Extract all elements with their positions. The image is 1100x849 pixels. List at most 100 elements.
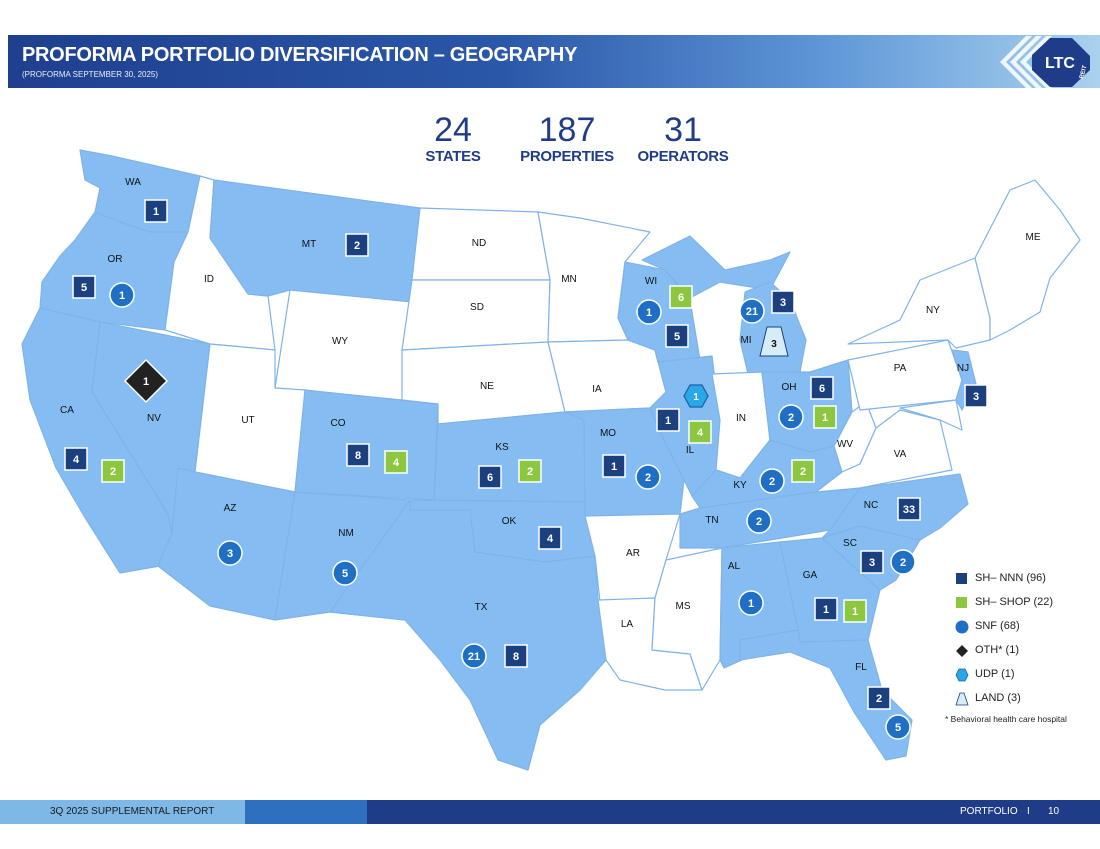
state-label-nd: ND bbox=[472, 238, 486, 249]
marker-count: 2 bbox=[800, 466, 806, 478]
marker-wi-nnn: 5 bbox=[665, 324, 689, 348]
marker-oh-nnn: 6 bbox=[810, 376, 834, 400]
marker-il-shop: 4 bbox=[688, 420, 712, 444]
marker-or-snf: 1 bbox=[109, 282, 135, 308]
legend-shop-label: SH– SHOP (22) bbox=[975, 596, 1054, 608]
marker-mi-land: 3 bbox=[759, 326, 789, 357]
state-label-ks: KS bbox=[495, 442, 509, 453]
marker-al-snf: 1 bbox=[738, 590, 764, 616]
state-nc bbox=[821, 473, 969, 541]
state-label-wi: WI bbox=[645, 276, 657, 287]
marker-count: 1 bbox=[823, 604, 829, 616]
marker-count: 8 bbox=[513, 651, 519, 663]
marker-co-shop: 4 bbox=[384, 450, 408, 474]
marker-il-nnn: 1 bbox=[656, 408, 680, 432]
state-label-oh: OH bbox=[782, 382, 797, 393]
marker-az-snf: 3 bbox=[217, 540, 243, 566]
marker-count: 1 bbox=[143, 376, 149, 388]
marker-count: 2 bbox=[645, 472, 651, 484]
marker-count: 2 bbox=[110, 466, 116, 478]
state-ia bbox=[547, 339, 667, 413]
footer-section: PORTFOLIO bbox=[960, 806, 1018, 817]
marker-count: 6 bbox=[487, 472, 493, 484]
marker-count: 3 bbox=[869, 557, 875, 569]
stat-operators-value: 31 bbox=[664, 111, 702, 149]
state-label-mt: MT bbox=[302, 239, 316, 250]
state-label-me: ME bbox=[1026, 232, 1041, 243]
legend-land-label: LAND (3) bbox=[975, 692, 1021, 704]
logo-text: LTC bbox=[1045, 55, 1075, 72]
state-label-il: IL bbox=[686, 445, 695, 456]
marker-ks-shop: 2 bbox=[518, 459, 542, 483]
state-label-ia: IA bbox=[592, 384, 602, 395]
state-label-tn: TN bbox=[705, 515, 718, 526]
marker-nv-oth: 1 bbox=[123, 358, 169, 404]
legend-nnn-label: SH– NNN (96) bbox=[975, 572, 1046, 584]
marker-fl-nnn: 2 bbox=[867, 686, 891, 710]
marker-count: 2 bbox=[876, 693, 882, 705]
marker-count: 5 bbox=[81, 282, 87, 294]
marker-count: 1 bbox=[646, 307, 652, 319]
marker-wa-nnn: 1 bbox=[144, 199, 168, 223]
state-label-nc: NC bbox=[864, 500, 878, 511]
legend-nnn-swatch bbox=[956, 573, 967, 584]
state-label-nj: NJ bbox=[957, 363, 969, 374]
stat-operators: 31 OPERATORS bbox=[634, 112, 732, 165]
legend-footnote: * Behavioral health care hospital bbox=[945, 714, 1067, 724]
state-label-ar: AR bbox=[626, 548, 640, 559]
marker-count: 21 bbox=[468, 651, 480, 663]
state-md-de bbox=[899, 399, 963, 431]
marker-count: 6 bbox=[819, 383, 825, 395]
marker-count: 5 bbox=[342, 568, 348, 580]
marker-tx-nnn: 8 bbox=[504, 644, 528, 668]
state-label-co: CO bbox=[331, 418, 346, 429]
footer-bar: 3Q 2025 SUPPLEMENTAL REPORT PORTFOLIO I … bbox=[0, 800, 1100, 824]
stat-properties-value: 187 bbox=[538, 111, 596, 149]
state-label-or: OR bbox=[108, 254, 123, 265]
marker-count: 4 bbox=[697, 427, 704, 439]
marker-mt-nnn: 2 bbox=[345, 233, 369, 257]
stat-operators-label: OPERATORS bbox=[637, 148, 729, 165]
state-label-la: LA bbox=[621, 619, 634, 630]
state-label-wv: WV bbox=[837, 439, 853, 450]
legend-shop-swatch bbox=[956, 597, 967, 608]
marker-ga-nnn: 1 bbox=[814, 597, 838, 621]
marker-count: 4 bbox=[393, 457, 400, 469]
marker-nj-nnn: 3 bbox=[964, 384, 988, 408]
footer-segment-mid bbox=[245, 800, 367, 824]
state-label-sd: SD bbox=[470, 302, 484, 313]
state-label-al: AL bbox=[728, 561, 741, 572]
marker-count: 1 bbox=[611, 461, 617, 473]
marker-ky-snf: 2 bbox=[759, 468, 785, 494]
marker-or-nnn: 5 bbox=[72, 275, 96, 299]
state-label-in: IN bbox=[736, 413, 746, 424]
marker-oh-snf: 2 bbox=[778, 404, 804, 430]
marker-sc-snf: 2 bbox=[890, 549, 916, 575]
page-subtitle: (PROFORMA SEPTEMBER 30, 2025) bbox=[22, 70, 159, 79]
marker-ok-nnn: 4 bbox=[538, 526, 562, 550]
marker-count: 1 bbox=[822, 412, 828, 424]
legend-snf-swatch bbox=[955, 620, 969, 634]
marker-count: 8 bbox=[355, 450, 361, 462]
stat-states-label: STATES bbox=[425, 148, 481, 165]
marker-wi-snf: 1 bbox=[636, 299, 662, 325]
legend-land-swatch bbox=[955, 692, 969, 706]
state-ks bbox=[433, 411, 586, 503]
state-or bbox=[39, 211, 189, 331]
state-label-fl: FL bbox=[855, 662, 867, 673]
marker-count: 3 bbox=[771, 339, 777, 350]
state-label-ca: CA bbox=[60, 405, 74, 416]
marker-count: 6 bbox=[678, 292, 684, 304]
state-label-ga: GA bbox=[803, 570, 818, 581]
state-label-wy: WY bbox=[332, 336, 348, 347]
marker-count: 2 bbox=[900, 557, 906, 569]
state-label-sc: SC bbox=[843, 538, 857, 549]
state-ny bbox=[847, 257, 991, 349]
marker-nm-snf: 5 bbox=[332, 560, 358, 586]
state-new-england bbox=[974, 179, 1081, 341]
footer-separator: I bbox=[1027, 806, 1030, 817]
stat-properties-label: PROPERTIES bbox=[520, 148, 614, 165]
marker-count: 33 bbox=[903, 504, 915, 516]
page-title: PROFORMA PORTFOLIO DIVERSIFICATION – GEO… bbox=[22, 44, 578, 66]
